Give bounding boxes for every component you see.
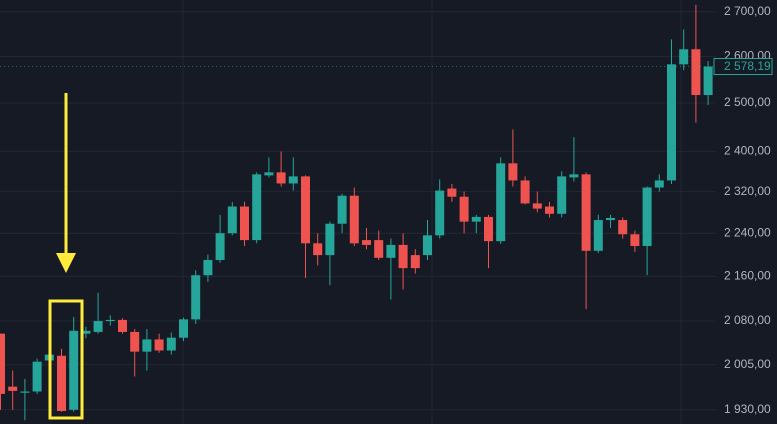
candle-body: [667, 64, 676, 181]
candle-body: [703, 66, 713, 95]
candle-body: [362, 240, 371, 245]
candle-body: [545, 206, 554, 214]
y-tick-label: 1 930,00: [724, 402, 771, 416]
candle-body: [118, 319, 127, 332]
candle-body: [215, 233, 225, 260]
candle-body: [252, 174, 262, 241]
candle-body: [532, 203, 542, 209]
candle-body: [264, 172, 274, 176]
candle-body: [484, 216, 493, 242]
candle-body: [374, 240, 384, 258]
candle-body: [496, 163, 506, 242]
candle-body: [557, 176, 567, 214]
candle-body: [398, 244, 408, 269]
candle-body: [508, 163, 518, 181]
y-tick-label: 2 080,00: [724, 313, 771, 327]
candle-body: [130, 331, 140, 352]
y-tick-label: 2 700,00: [724, 4, 771, 18]
candle-body: [142, 339, 152, 352]
candle-body: [386, 244, 396, 258]
candle-body: [240, 206, 249, 241]
candles: [0, 4, 713, 421]
candle-body: [423, 235, 432, 256]
candle-body: [191, 275, 201, 320]
candle-body: [313, 243, 323, 256]
candle-body: [0, 333, 5, 394]
candle-body: [105, 319, 115, 322]
candle-body: [447, 188, 457, 197]
candle-body: [679, 49, 689, 65]
last-price-label: 2 578,19: [724, 59, 771, 73]
y-tick-label: 2 400,00: [724, 144, 771, 158]
candle-body: [301, 176, 310, 244]
candle-body: [337, 195, 347, 224]
candle-body: [606, 217, 615, 221]
candle-body: [691, 49, 701, 95]
candle-body: [69, 330, 79, 410]
candle-body: [20, 391, 30, 393]
y-tick-label: 2 160,00: [724, 268, 771, 282]
y-tick-label: 2 320,00: [724, 184, 771, 198]
last-price-box: [713, 58, 773, 76]
candle-body: [581, 174, 591, 251]
candle-body: [93, 321, 103, 332]
candle-body: [166, 337, 176, 351]
candle-body: [654, 180, 664, 188]
highlight-box: [48, 299, 84, 420]
y-tick-label: 2 240,00: [724, 225, 771, 239]
candle-body: [8, 386, 18, 391]
candle-body: [520, 180, 530, 204]
candle-body: [179, 319, 188, 338]
candle-body: [435, 190, 445, 236]
candle-body: [618, 220, 628, 235]
candle-body: [57, 355, 66, 412]
candle-body: [288, 176, 298, 184]
candle-body: [630, 234, 640, 246]
candle-body: [569, 174, 579, 178]
y-tick-label: 2 005,00: [724, 357, 771, 371]
candle-body: [227, 206, 237, 234]
candle-body: [642, 187, 652, 246]
candle-body: [471, 216, 481, 222]
candle-body: [325, 223, 335, 256]
candle-body: [349, 195, 359, 244]
candle-body: [410, 255, 420, 269]
arrow-head: [56, 253, 76, 273]
candle-body: [203, 259, 213, 276]
candle-body: [459, 196, 469, 222]
candle-body: [81, 330, 91, 334]
candle-body: [593, 220, 603, 251]
candle-body: [154, 339, 164, 351]
candle-body: [32, 361, 42, 392]
candle-body: [276, 172, 286, 184]
y-tick-label: 2 500,00: [724, 95, 771, 109]
